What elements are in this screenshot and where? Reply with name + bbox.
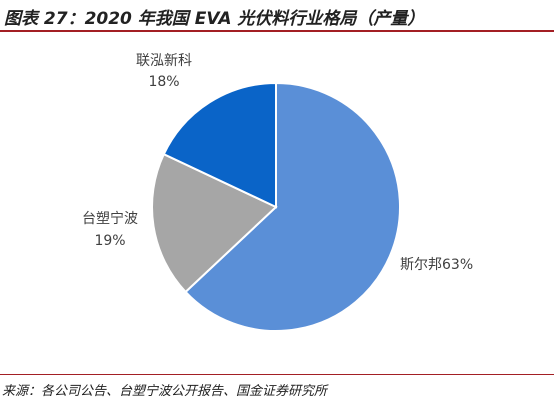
pie-slice-taisu	[151, 152, 278, 294]
svg-text:斯尔邦63%: 斯尔邦63%	[400, 257, 473, 273]
slice-label-lianhong-name: 联泓新科	[136, 53, 192, 69]
slice-label-sierbang: 斯尔邦63%	[400, 257, 473, 273]
title-divider	[0, 30, 554, 32]
figure-title: 图表 27：2020 年我国 EVA 光伏料行业格局（产量）	[4, 9, 425, 29]
slice-label-taisu-name: 台塑宁波	[82, 210, 138, 227]
pie-slices	[151, 81, 402, 332]
slice-label-sierbang-value: 63%	[442, 257, 473, 273]
footer-divider	[0, 374, 554, 375]
slice-label-lianhong: 联泓新科 18%	[136, 53, 192, 90]
slice-label-taisu: 台塑宁波 19%	[82, 210, 138, 249]
source-note: 来源：各公司公告、台塑宁波公开报告、国金证券研究所	[2, 384, 328, 399]
pie-slice-sierbang	[184, 81, 402, 332]
slice-label-taisu-value: 19%	[94, 233, 125, 249]
slice-label-lianhong-value: 18%	[148, 74, 179, 90]
pie-slice-lianhong	[162, 81, 277, 209]
slice-label-sierbang-name: 斯尔邦	[400, 257, 442, 273]
